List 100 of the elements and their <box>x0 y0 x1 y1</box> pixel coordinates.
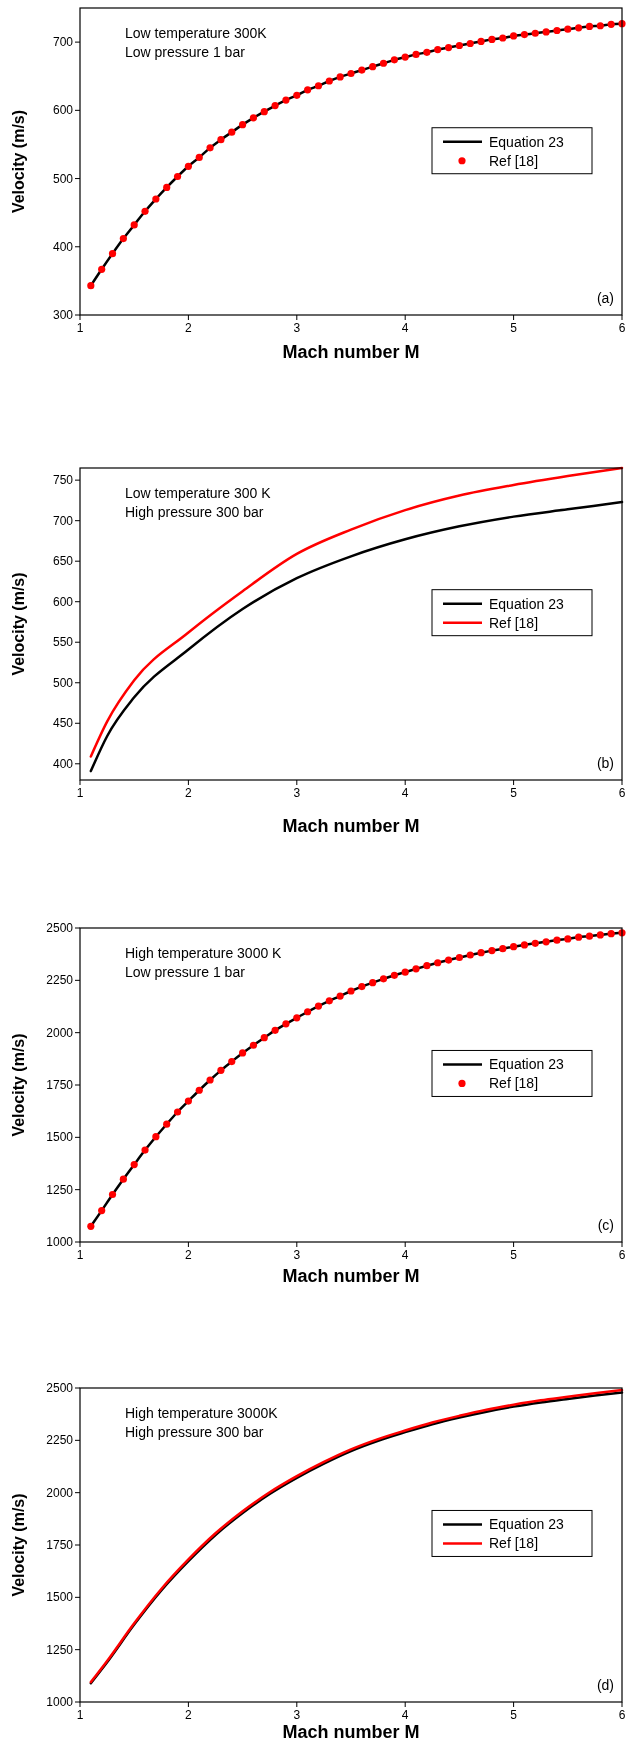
y-tick-label: 1500 <box>46 1130 74 1145</box>
x-tick-label: 1 <box>76 1708 84 1722</box>
legend-label: Ref [18] <box>489 1535 539 1552</box>
x-tick-label: 5 <box>510 1708 518 1722</box>
point <box>444 43 453 52</box>
point <box>444 956 453 964</box>
legend-label: Equation 23 <box>489 595 564 612</box>
point <box>369 979 377 987</box>
x-tick-label: 3 <box>293 786 301 800</box>
point <box>553 936 561 944</box>
point <box>260 108 268 116</box>
point <box>585 22 594 31</box>
point <box>585 932 594 940</box>
y-axis-title: Velocity (m/s) <box>10 1033 27 1137</box>
point <box>499 945 507 953</box>
point <box>423 48 431 56</box>
x-tick-label: 6 <box>618 1248 626 1262</box>
point <box>249 1041 258 1049</box>
x-axis-title: Mach number M <box>282 816 420 836</box>
point <box>434 46 442 54</box>
y-tick-label: 500 <box>52 171 74 186</box>
point <box>607 20 615 28</box>
point <box>314 82 323 90</box>
point <box>596 931 604 939</box>
point <box>184 162 192 170</box>
point <box>217 1066 225 1074</box>
point <box>293 1014 301 1022</box>
y-tick-label: 1000 <box>46 1235 74 1249</box>
y-tick-label: 1000 <box>46 1695 74 1709</box>
point <box>347 69 355 78</box>
annotation: (b) <box>596 755 614 771</box>
point <box>195 153 203 162</box>
point <box>542 28 550 36</box>
point <box>119 1175 127 1183</box>
legend-label: Ref [18] <box>489 152 539 169</box>
point <box>369 63 377 71</box>
y-tick-label: 500 <box>52 675 74 690</box>
point <box>466 39 474 48</box>
y-tick-label: 750 <box>52 473 74 488</box>
x-tick-label: 5 <box>510 1248 518 1262</box>
point <box>390 56 398 64</box>
point <box>347 987 355 995</box>
annotation: High temperature 3000K <box>125 1405 279 1421</box>
x-tick-label: 2 <box>185 1708 193 1722</box>
point <box>282 1020 290 1028</box>
point <box>282 96 290 104</box>
point <box>575 24 583 32</box>
point <box>98 1207 106 1215</box>
point <box>520 31 529 39</box>
point <box>108 250 117 258</box>
x-tick-label: 5 <box>510 786 518 800</box>
point <box>206 144 214 152</box>
legend-label: Equation 23 <box>489 1056 564 1073</box>
point <box>499 34 507 42</box>
point <box>531 29 539 37</box>
y-tick-label: 1250 <box>46 1182 74 1197</box>
x-tick-label: 4 <box>401 1248 409 1262</box>
point <box>293 91 301 99</box>
point <box>401 968 409 976</box>
x-tick-label: 3 <box>293 1248 301 1262</box>
annotation: Low pressure 1 bar <box>125 44 246 60</box>
point <box>510 943 518 951</box>
annotation: High pressure 300 bar <box>125 504 264 520</box>
y-tick-label: 550 <box>52 635 74 650</box>
point <box>141 1146 149 1154</box>
y-tick-label: 650 <box>52 554 74 569</box>
point <box>87 1222 95 1230</box>
y-axis-title: Velocity (m/s) <box>10 1493 27 1597</box>
y-tick-label: 2500 <box>46 1381 74 1395</box>
legend-label: Ref [18] <box>489 1075 539 1092</box>
x-tick-label: 2 <box>185 321 193 335</box>
point <box>607 930 615 938</box>
point <box>564 935 572 943</box>
point <box>455 41 463 50</box>
point <box>336 992 344 1000</box>
point <box>314 1002 323 1010</box>
point <box>379 59 388 67</box>
point <box>195 1086 203 1094</box>
point <box>260 1034 268 1042</box>
x-tick-label: 6 <box>618 1708 626 1722</box>
point <box>217 136 225 144</box>
point <box>336 73 344 81</box>
x-tick-label: 6 <box>618 321 626 335</box>
point <box>184 1097 192 1105</box>
point <box>98 265 106 273</box>
x-tick-label: 2 <box>185 786 193 800</box>
point <box>358 983 366 991</box>
point <box>423 962 431 970</box>
point <box>163 1120 171 1128</box>
y-tick-label: 2500 <box>46 921 74 935</box>
annotation: (c) <box>597 1217 614 1233</box>
x-axis-title: Mach number M <box>282 1266 420 1286</box>
point <box>130 1160 138 1169</box>
legend-label: Equation 23 <box>489 133 564 150</box>
point <box>152 1133 160 1141</box>
x-tick-label: 3 <box>293 321 301 335</box>
point <box>564 25 572 33</box>
point <box>206 1076 214 1084</box>
y-tick-label: 400 <box>52 756 74 771</box>
point <box>304 1008 312 1016</box>
